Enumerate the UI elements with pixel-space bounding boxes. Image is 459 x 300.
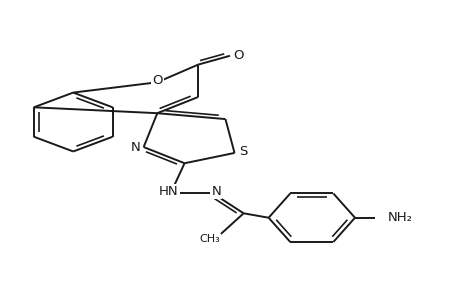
Text: O: O — [232, 49, 243, 62]
Text: O: O — [152, 74, 162, 87]
Text: NH₂: NH₂ — [387, 211, 412, 224]
Text: S: S — [239, 145, 247, 158]
Text: N: N — [130, 141, 140, 154]
Text: HN: HN — [158, 185, 178, 198]
Text: CH₃: CH₃ — [199, 234, 219, 244]
Text: N: N — [211, 185, 221, 198]
